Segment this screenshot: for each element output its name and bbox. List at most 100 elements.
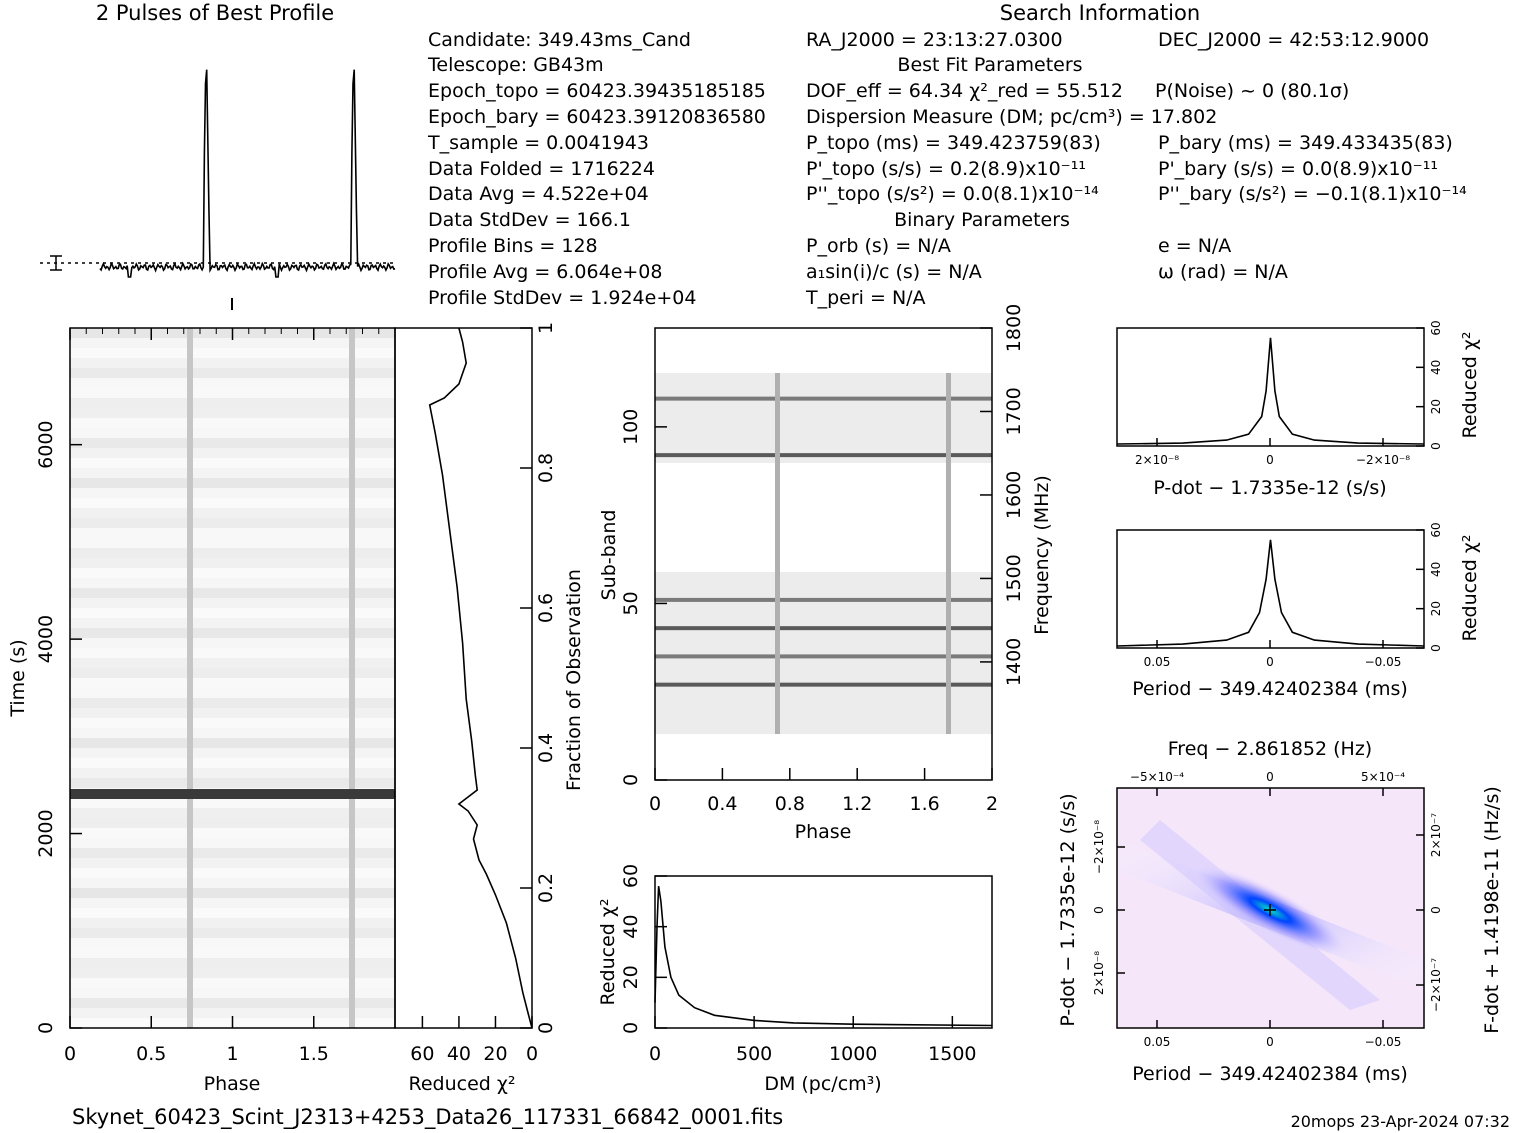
chi2-dm-ylabel: Reduced χ² <box>597 899 619 1006</box>
x-tick-label: 20 <box>483 1043 507 1065</box>
heatmap-row <box>70 898 395 908</box>
heatmap-row <box>70 778 395 788</box>
profile-avg-line: Profile Avg = 6.064e+08 <box>428 261 663 283</box>
dec-line: DEC_J2000 = 42:53:12.9000 <box>1158 29 1429 51</box>
heatmap-row <box>70 668 395 678</box>
pddot-bary-line: P''_bary (s/s²) = −0.1(8.1)x10⁻¹⁴ <box>1158 183 1467 205</box>
y-tick-label: 20 <box>1429 399 1443 414</box>
best-fit-header: Best Fit Parameters <box>897 54 1082 76</box>
heatmap-row <box>70 978 395 988</box>
ptopo-line: P_topo (ms) = 349.423759(83) <box>806 132 1101 154</box>
heatmap-row <box>70 918 395 928</box>
heatmap-row <box>70 878 395 888</box>
heatmap-row <box>70 588 395 598</box>
ppdot-xticks: 0.05 0 −0.05 <box>1144 1020 1401 1049</box>
heatmap-row <box>70 988 395 998</box>
y-tick-label: 4000 <box>35 615 57 663</box>
profile-line <box>99 69 396 278</box>
x-tick-label: −2×10⁻⁸ <box>1356 453 1410 467</box>
candidate-info: Candidate: 349.43ms_Cand Telescope: GB43… <box>427 29 766 309</box>
y2-tick-label: 1400 <box>1003 638 1025 686</box>
x-tick-label: 0.8 <box>775 793 805 815</box>
y2-tick-label: 0 <box>1429 906 1443 914</box>
heatmap-row <box>70 468 395 478</box>
chi2-vs-pdot-plot: 2×10⁻⁸ 0 −2×10⁻⁸ 0 20 40 60 P-dot − 1.7335e-1… <box>1116 320 1481 499</box>
ppdot-best-marker <box>1264 904 1276 916</box>
data-folded-line: Data Folded = 1716224 <box>428 158 655 180</box>
x-tick-label: 0 <box>649 793 661 815</box>
heatmap-row <box>70 968 395 978</box>
ppdot-y2label: F-dot + 1.4198e-11 (Hz/s) <box>1481 786 1503 1034</box>
profile-stddev-line: Profile StdDev = 1.924e+04 <box>428 287 696 309</box>
y-tick-label: 2×10⁻⁸ <box>1092 951 1106 995</box>
subband-yticks: 0 50 100 <box>620 409 667 786</box>
heatmap-row <box>70 858 395 868</box>
profile-plot <box>40 69 396 278</box>
heatmap-row <box>70 928 395 938</box>
time-phase-xticks: 0 0.5 1 1.5 <box>64 328 396 1065</box>
heatmap-row <box>70 498 395 508</box>
subband-line <box>655 396 992 401</box>
y2-tick-label: 1800 <box>1003 304 1025 352</box>
heatmap-row <box>70 488 395 498</box>
x-tick-label: 60 <box>410 1043 434 1065</box>
y-tick-label: 0.4 <box>535 733 557 763</box>
heatmap-row <box>70 458 395 468</box>
heatmap-row <box>70 538 395 548</box>
time-phase-yticks: 0 2000 4000 6000 <box>35 420 82 1034</box>
footer-filename: Skynet_60423_Scint_J2313+4253_Data26_117… <box>72 1105 783 1130</box>
subband-bands <box>655 396 992 687</box>
heatmap-row <box>70 818 395 828</box>
heatmap-row <box>70 868 395 878</box>
heatmap-row <box>70 548 395 558</box>
heatmap-row <box>70 388 395 398</box>
y-tick-label: −2×10⁻⁸ <box>1092 820 1106 874</box>
chi2-fraction-frame <box>394 327 533 1029</box>
subband-frame <box>654 327 993 781</box>
x-tick-label: 1000 <box>829 1043 877 1065</box>
pdot-topo-line: P'_topo (s/s) = 0.2(8.9)x10⁻¹¹ <box>806 158 1086 180</box>
chi2-pdot-line <box>1116 337 1425 445</box>
profile-bins-line: Profile Bins = 128 <box>428 235 598 257</box>
y-tick-label: 2000 <box>35 809 57 857</box>
heatmap-row <box>70 798 395 808</box>
pdot-bary-line: P'_bary (s/s) = 0.0(8.9)x10⁻¹¹ <box>1158 158 1438 180</box>
heatmap-row <box>70 478 395 488</box>
y2-tick-label: 1700 <box>1003 387 1025 435</box>
subband-line <box>655 654 992 659</box>
data-avg-line: Data Avg = 4.522e+04 <box>428 183 649 205</box>
chi2-period-frame <box>1116 529 1425 649</box>
y-tick-label: 0 <box>535 1022 557 1034</box>
heatmap-row <box>70 398 395 408</box>
heatmap-row <box>70 348 395 358</box>
chi2-fraction-xlabel: Reduced χ² <box>409 1073 516 1095</box>
heatmap-row <box>70 638 395 648</box>
y-tick-label: 0.2 <box>535 873 557 903</box>
ppdot-fdot-ticks: −2×10⁻⁷ 0 2×10⁻⁷ <box>1416 813 1443 1012</box>
omega-line: ω (rad) = N/A <box>1158 261 1288 283</box>
x-tick-label: 0 <box>1266 655 1274 669</box>
x2-tick-label: −5×10⁻⁴ <box>1130 770 1184 784</box>
subband-line <box>655 626 992 631</box>
search-info: RA_J2000 = 23:13:27.0300 DEC_J2000 = 42:… <box>805 29 1467 309</box>
heatmap-row <box>70 368 395 378</box>
y-tick-label: 40 <box>1429 360 1443 375</box>
epoch-topo-line: Epoch_topo = 60423.39435185185 <box>428 80 766 102</box>
heatmap-row <box>70 578 395 588</box>
time-phase-ylabel: Time (s) <box>7 639 29 717</box>
heatmap-row <box>70 998 395 1008</box>
epoch-bary-line: Epoch_bary = 60423.39120836580 <box>428 106 766 128</box>
subband-phase-plot: 0 0.4 0.8 1.2 1.6 2 0 50 100 1400 1500 1600 1700 18… <box>598 304 1053 843</box>
subband-upper-region <box>655 373 992 463</box>
heatmap-row <box>70 528 395 538</box>
heatmap-row <box>70 838 395 848</box>
chi2-pdot-xlabel: P-dot − 1.7335e-12 (s/s) <box>1153 477 1386 499</box>
heatmap-row <box>70 558 395 568</box>
x-tick-label: 1.5 <box>299 1043 329 1065</box>
heatmap-row <box>70 518 395 528</box>
chi2-pdot-ylabel: Reduced χ² <box>1459 332 1481 439</box>
heatmap-row <box>70 888 395 898</box>
y-tick-label: 20 <box>1429 601 1443 616</box>
heatmap-row <box>70 508 395 518</box>
